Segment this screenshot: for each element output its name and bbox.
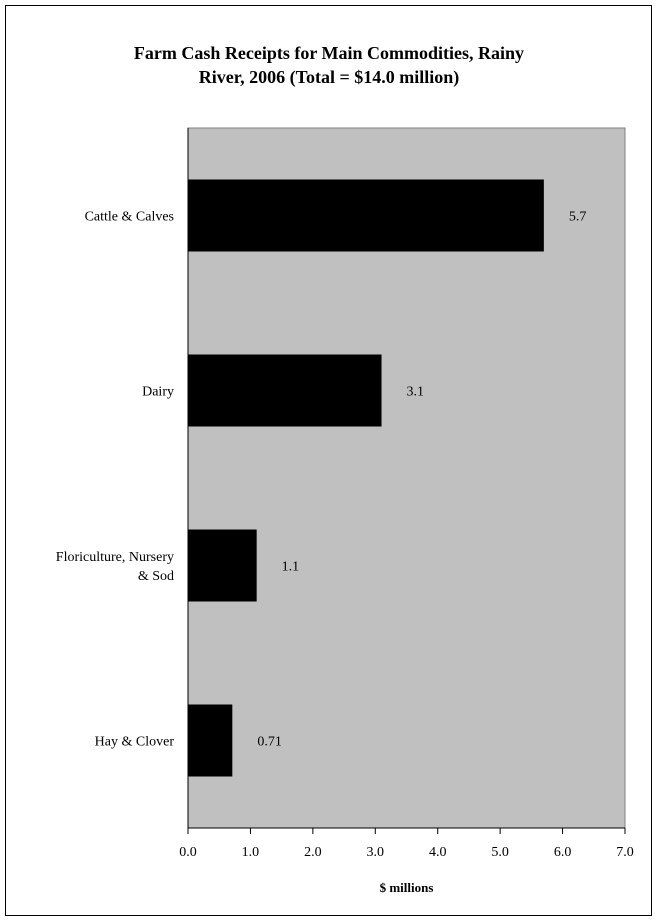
x-axis-title: $ millions (380, 880, 434, 895)
x-tick-label: 7.0 (616, 845, 634, 860)
bar (188, 704, 233, 777)
data-label: 1.1 (282, 560, 300, 575)
bars (188, 179, 544, 777)
chart-title-line: Farm Cash Receipts for Main Commodities,… (134, 43, 524, 63)
x-tick-label: 2.0 (304, 845, 322, 860)
x-tick-label: 1.0 (242, 845, 260, 860)
bar (188, 354, 382, 427)
category-label: Hay & Clover (95, 735, 175, 750)
category-label: & Sod (138, 569, 174, 584)
x-tick-label: 3.0 (367, 845, 385, 860)
x-tick-label: 4.0 (429, 845, 447, 860)
data-label: 5.7 (569, 210, 587, 225)
x-tick-label: 6.0 (554, 845, 572, 860)
category-label: Dairy (142, 385, 174, 400)
x-tick-label: 0.0 (179, 845, 197, 860)
data-label: 3.1 (407, 385, 425, 400)
x-axis: 0.0 1.0 2.0 3.0 4.0 5.0 6.0 7.0 (179, 128, 634, 860)
category-label: Floriculture, Nursery (56, 550, 174, 565)
x-tick-label: 5.0 (491, 845, 509, 860)
category-labels: Cattle & Calves Dairy Floriculture, Nurser… (56, 210, 175, 750)
data-labels: 5.7 3.1 1.1 0.71 (257, 210, 586, 750)
data-label: 0.71 (257, 735, 282, 750)
category-label: Cattle & Calves (85, 210, 174, 225)
bar (188, 179, 544, 252)
chart-title-line: River, 2006 (Total = $14.0 million) (199, 67, 459, 88)
bar (188, 529, 257, 602)
chart-title: Farm Cash Receipts for Main Commodities,… (134, 43, 524, 88)
